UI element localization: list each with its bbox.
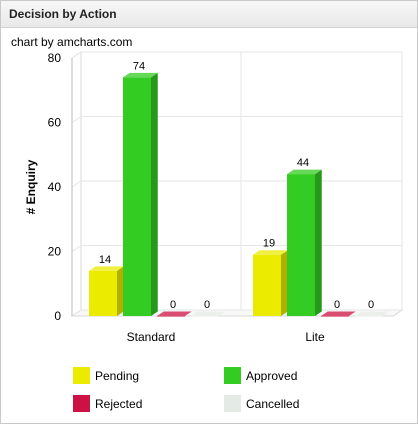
y-tick-label: 0 — [54, 309, 61, 323]
bar-pending-standard-side — [117, 266, 124, 316]
y-gridline — [71, 51, 402, 59]
x-tick-label: Standard — [127, 330, 176, 344]
bar-approved-standard — [123, 77, 151, 316]
y-tick-label: 20 — [48, 245, 62, 259]
data-label: 19 — [263, 238, 275, 250]
data-label: 14 — [99, 254, 111, 266]
data-label: 44 — [297, 157, 309, 169]
bar-rejected-standard-top — [157, 311, 192, 316]
bar-approved-lite-top — [287, 169, 322, 175]
data-label: 74 — [133, 60, 145, 72]
bar-rejected-lite — [321, 316, 349, 317]
bar-approved-lite-side — [315, 169, 322, 316]
data-label: 0 — [334, 299, 340, 311]
bar-approved-standard-top — [123, 72, 158, 78]
x-tick-label: Lite — [305, 330, 325, 344]
y-gridline — [71, 116, 402, 123]
panel-header: Decision by Action — [1, 1, 417, 28]
bar-cancelled-lite — [355, 316, 383, 317]
bar-pending-standard-top — [89, 266, 124, 271]
data-label: 0 — [368, 299, 374, 311]
bar-approved-standard-side — [151, 72, 158, 316]
bar-pending-lite-top — [253, 250, 288, 255]
bar-approved-lite — [287, 174, 315, 316]
y-tick-label: 40 — [48, 180, 62, 194]
bar-rejected-lite-top — [321, 311, 356, 316]
data-label: 0 — [170, 299, 176, 311]
bar-cancelled-standard — [191, 316, 219, 317]
data-label: 0 — [204, 299, 210, 311]
y-axis-title: # Enquiry — [24, 159, 38, 214]
bar-pending-standard — [89, 270, 117, 316]
panel-title: Decision by Action — [9, 7, 117, 21]
chart-credit-link[interactable]: chart by amcharts.com — [11, 35, 133, 49]
bar-cancelled-standard-top — [191, 311, 226, 316]
y-tick-label: 60 — [48, 116, 62, 130]
bar-pending-lite — [253, 254, 281, 316]
bar-cancelled-lite-top — [355, 311, 390, 316]
bar-pending-lite-side — [281, 250, 288, 316]
y-tick-label: 80 — [48, 51, 62, 65]
bar-rejected-standard — [157, 316, 185, 317]
